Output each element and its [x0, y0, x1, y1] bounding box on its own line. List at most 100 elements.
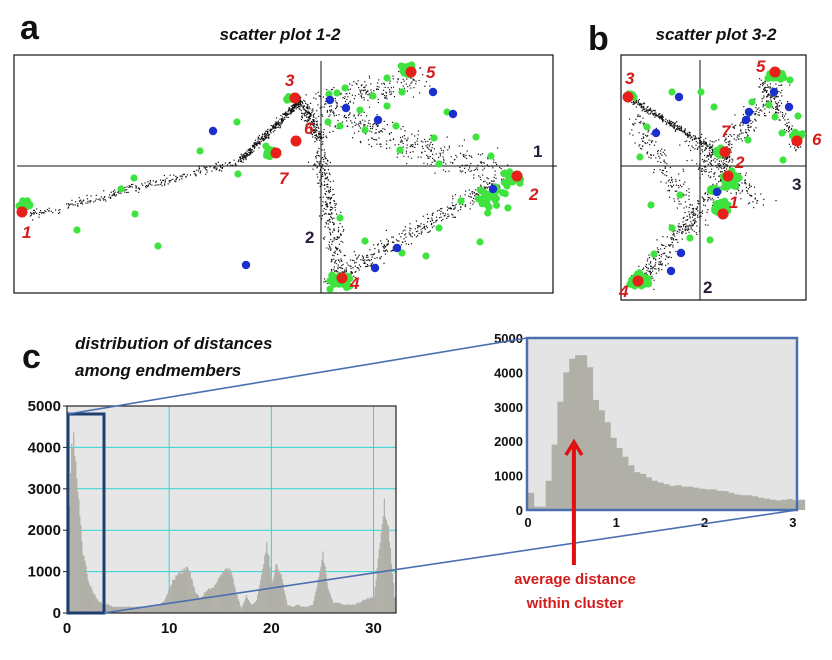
cloud-point [691, 223, 693, 225]
cloud-point [414, 228, 416, 230]
cloud-point [274, 127, 276, 129]
cloud-point [421, 151, 423, 153]
bar [704, 489, 711, 510]
cloud-point [661, 269, 663, 271]
cloud-point [319, 133, 321, 135]
cloud-point [449, 207, 451, 209]
cloud-point [362, 119, 364, 121]
cloud-point [698, 203, 700, 205]
cloud-point [412, 78, 414, 80]
cloud-point [331, 218, 333, 220]
cloud-point [317, 104, 319, 106]
cloud-point [640, 105, 643, 107]
cloud-point [659, 264, 661, 266]
cloud-point [643, 105, 645, 107]
cloud-point [648, 113, 650, 115]
scatter-b-endmember-label-4: 4 [618, 282, 629, 301]
cloud-point [767, 100, 769, 102]
cloud-point [432, 212, 434, 214]
cloud-point [652, 266, 654, 268]
cloud-point [334, 237, 336, 239]
cloud-point [266, 136, 268, 138]
cloud-point [350, 267, 352, 270]
cloud-point [677, 225, 679, 227]
cloud-point [688, 135, 690, 137]
cloud-point [358, 264, 360, 266]
cloud-point [322, 172, 324, 174]
cloud-point [369, 249, 371, 251]
cloud-point [659, 169, 661, 171]
cloud-point [384, 97, 386, 99]
blue-point [712, 187, 722, 197]
cloud-point [336, 236, 338, 239]
cloud-point [272, 126, 274, 128]
cloud-point [329, 209, 331, 211]
cloud-point [365, 93, 367, 95]
cloud-point [683, 130, 685, 132]
cloud-point [313, 123, 315, 125]
cloud-point [244, 157, 246, 159]
cloud-point [388, 132, 391, 135]
cloud-point [353, 114, 355, 116]
bar [557, 401, 564, 510]
cloud-point [319, 136, 321, 138]
cloud-point [300, 104, 302, 106]
cloud-point [799, 146, 802, 148]
cloud-point [309, 116, 311, 118]
cloud-point [221, 170, 223, 172]
cloud-point [745, 183, 747, 185]
cloud-point [333, 268, 335, 270]
cloud-point [167, 183, 169, 185]
histogram-title-line1: distribution of distances [75, 334, 272, 353]
bar [334, 602, 336, 613]
cloud-point [367, 99, 369, 101]
cloud-point [704, 224, 707, 226]
cloud-point [117, 191, 119, 193]
cloud-point [389, 89, 391, 91]
cloud-point [378, 79, 380, 81]
cloud-point [198, 168, 200, 170]
histogram-title-line2: among endmembers [75, 361, 241, 380]
cloud-point [326, 177, 328, 179]
cloud-point [712, 149, 714, 151]
cloud-point [662, 236, 664, 238]
cloud-point [261, 137, 263, 140]
cloud-point [469, 208, 471, 210]
cloud-point [46, 209, 48, 211]
cloud-point [135, 185, 137, 187]
cloud-point [291, 111, 293, 113]
bar [295, 604, 298, 613]
cloud-point [393, 138, 395, 140]
cloud-point [700, 140, 702, 142]
bar [320, 566, 322, 613]
cloud-point [321, 137, 323, 139]
cloud-point [422, 141, 424, 143]
bar [271, 582, 273, 613]
cloud-point [255, 144, 257, 146]
cloud-point [331, 88, 333, 91]
cloud-point [240, 160, 242, 162]
cloud-point [397, 240, 399, 242]
cloud-point [393, 241, 395, 244]
cloud-point [364, 120, 366, 122]
cloud-point [695, 140, 697, 143]
bar [268, 555, 270, 613]
bar [751, 496, 758, 510]
cloud-point [409, 223, 411, 225]
cloud-point [778, 105, 780, 107]
cloud-point [645, 265, 647, 267]
cloud-point [712, 152, 714, 154]
cloud-point [402, 146, 404, 148]
cloud-point [307, 106, 309, 108]
cloud-point [405, 233, 407, 235]
cloud-point [657, 153, 659, 155]
cloud-point [353, 275, 355, 277]
cloud-point [778, 91, 780, 93]
cloud-point [288, 107, 290, 109]
green-point [326, 285, 334, 293]
cloud-point [301, 115, 303, 117]
cloud-point [642, 124, 645, 126]
cloud-point [704, 149, 706, 152]
cloud-point [660, 181, 662, 183]
cloud-point [300, 100, 302, 102]
